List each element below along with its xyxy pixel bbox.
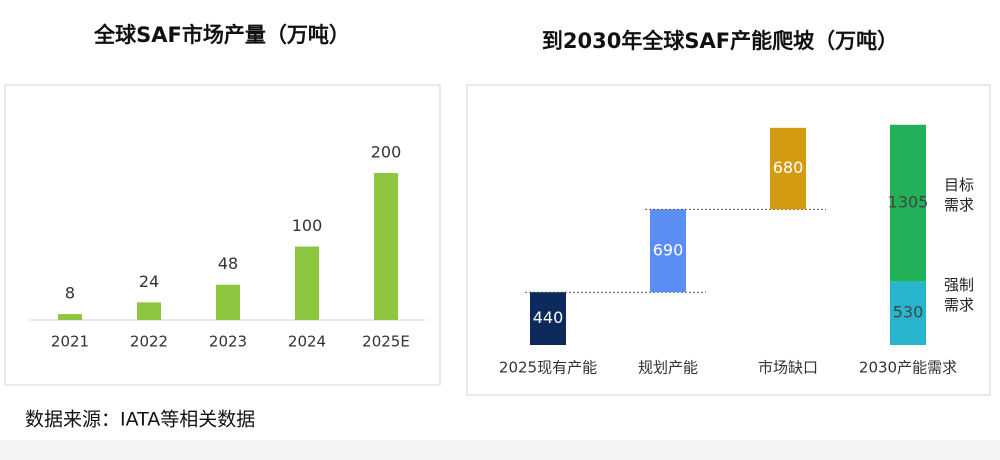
source-note: 数据来源：IATA等相关数据 [25, 409, 255, 431]
value-label: 440 [533, 308, 564, 327]
x-tick-label: 2022 [130, 333, 168, 351]
bar [58, 314, 82, 320]
value-label: 48 [218, 254, 238, 273]
bar [530, 292, 566, 345]
bar [890, 124, 926, 282]
chart-title: 全球SAF市场产量（万吨） [93, 23, 350, 47]
value-label: 200 [371, 143, 402, 162]
x-tick-label: 2021 [51, 333, 89, 351]
bar [650, 209, 686, 293]
x-tick-label: 2025现有产能 [499, 359, 597, 377]
value-label: 530 [893, 303, 924, 322]
x-tick-label: 2023 [209, 333, 247, 351]
value-label: 1305 [888, 193, 929, 212]
chart-title: 到2030年全球SAF产能爬坡（万吨） [542, 29, 898, 53]
bar [374, 173, 398, 320]
legend-label: 强制需求 [944, 276, 975, 315]
legend-label: 目标需求 [944, 176, 975, 215]
x-tick-label: 规划产能 [638, 359, 698, 377]
value-label: 690 [653, 240, 684, 259]
bar [770, 127, 806, 210]
value-label: 680 [773, 158, 804, 177]
panel [4, 84, 441, 386]
bar [137, 302, 161, 320]
value-label: 100 [292, 216, 323, 235]
x-tick-label: 2030产能需求 [859, 359, 957, 377]
bar [890, 281, 926, 345]
bar [295, 246, 319, 320]
x-tick-label: 2025E [362, 333, 410, 351]
value-label: 8 [65, 284, 75, 303]
value-label: 24 [139, 272, 159, 291]
x-tick-label: 市场缺口 [758, 359, 818, 377]
x-tick-label: 2024 [288, 333, 326, 351]
bar [216, 284, 240, 320]
